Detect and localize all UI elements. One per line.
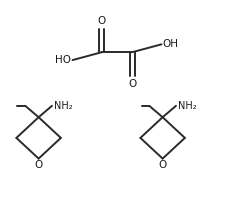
Text: NH₂: NH₂ [178, 101, 196, 111]
Text: NH₂: NH₂ [54, 101, 72, 111]
Text: O: O [158, 160, 167, 170]
Text: O: O [128, 79, 136, 89]
Text: O: O [34, 160, 43, 170]
Text: O: O [98, 16, 106, 26]
Text: HO: HO [55, 55, 71, 65]
Text: OH: OH [163, 39, 179, 49]
